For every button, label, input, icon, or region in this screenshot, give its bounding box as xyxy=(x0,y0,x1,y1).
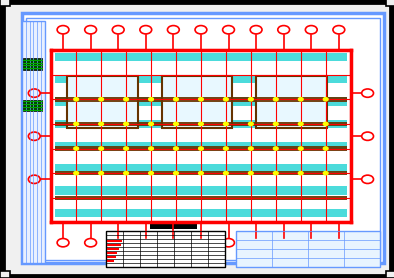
Circle shape xyxy=(249,147,253,150)
Circle shape xyxy=(298,122,303,126)
Circle shape xyxy=(323,172,328,175)
Bar xyxy=(55,164,347,172)
Circle shape xyxy=(273,122,278,126)
Circle shape xyxy=(199,172,203,175)
Circle shape xyxy=(223,98,228,101)
FancyBboxPatch shape xyxy=(22,13,384,263)
Circle shape xyxy=(174,172,178,175)
Bar xyxy=(55,120,347,128)
Circle shape xyxy=(273,98,278,101)
Circle shape xyxy=(223,172,228,175)
Circle shape xyxy=(124,98,128,101)
Circle shape xyxy=(124,147,128,150)
Bar xyxy=(55,171,347,175)
Circle shape xyxy=(99,98,104,101)
Bar xyxy=(107,252,117,254)
Circle shape xyxy=(174,98,178,101)
Bar xyxy=(107,260,114,262)
Circle shape xyxy=(323,122,328,126)
Bar xyxy=(22,21,45,263)
Bar xyxy=(236,231,380,267)
Bar xyxy=(23,100,42,111)
Circle shape xyxy=(174,147,178,150)
Bar xyxy=(107,256,115,258)
Circle shape xyxy=(174,122,178,126)
Bar xyxy=(106,231,225,267)
Circle shape xyxy=(199,98,203,101)
Circle shape xyxy=(74,172,78,175)
Bar xyxy=(386,0,394,6)
Bar xyxy=(55,195,347,200)
Circle shape xyxy=(199,122,203,126)
Circle shape xyxy=(149,98,153,101)
Bar xyxy=(107,244,121,246)
Circle shape xyxy=(149,122,153,126)
Circle shape xyxy=(323,147,328,150)
Bar xyxy=(55,146,347,151)
Bar xyxy=(107,248,119,250)
Bar xyxy=(150,222,197,229)
Bar xyxy=(67,76,138,128)
Bar xyxy=(55,97,347,101)
Bar xyxy=(0,271,10,278)
Bar xyxy=(55,186,347,195)
Circle shape xyxy=(149,147,153,150)
Circle shape xyxy=(223,122,228,126)
Circle shape xyxy=(199,147,203,150)
Circle shape xyxy=(298,98,303,101)
Circle shape xyxy=(74,98,78,101)
Bar xyxy=(55,208,347,217)
Circle shape xyxy=(124,122,128,126)
Circle shape xyxy=(149,172,153,175)
Circle shape xyxy=(249,98,253,101)
Circle shape xyxy=(124,172,128,175)
Circle shape xyxy=(298,172,303,175)
Bar xyxy=(107,240,123,242)
Circle shape xyxy=(249,122,253,126)
Bar xyxy=(55,75,347,83)
Bar xyxy=(0,0,10,6)
Circle shape xyxy=(249,172,253,175)
FancyBboxPatch shape xyxy=(4,3,390,275)
Circle shape xyxy=(223,147,228,150)
Bar xyxy=(23,58,42,70)
Circle shape xyxy=(273,147,278,150)
Circle shape xyxy=(323,98,328,101)
Bar xyxy=(162,76,232,128)
Circle shape xyxy=(298,147,303,150)
Bar xyxy=(55,53,347,61)
Bar xyxy=(51,50,351,222)
Circle shape xyxy=(99,172,104,175)
Circle shape xyxy=(74,147,78,150)
Circle shape xyxy=(74,122,78,126)
Bar xyxy=(55,97,347,106)
Bar xyxy=(256,76,327,128)
Bar xyxy=(386,271,394,278)
Circle shape xyxy=(273,172,278,175)
Circle shape xyxy=(99,122,104,126)
Bar xyxy=(55,142,347,150)
Bar xyxy=(55,122,347,126)
Circle shape xyxy=(99,147,104,150)
